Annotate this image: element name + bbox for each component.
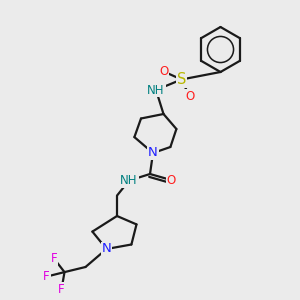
Text: O: O — [185, 90, 194, 103]
Text: N: N — [148, 146, 158, 160]
Text: O: O — [167, 173, 176, 187]
Text: NH: NH — [147, 83, 165, 97]
Text: O: O — [159, 65, 168, 78]
Text: F: F — [51, 252, 57, 265]
Text: S: S — [177, 72, 186, 87]
Text: F: F — [43, 270, 50, 283]
Text: NH: NH — [120, 174, 138, 187]
Text: N: N — [102, 242, 111, 256]
Text: F: F — [58, 283, 65, 296]
